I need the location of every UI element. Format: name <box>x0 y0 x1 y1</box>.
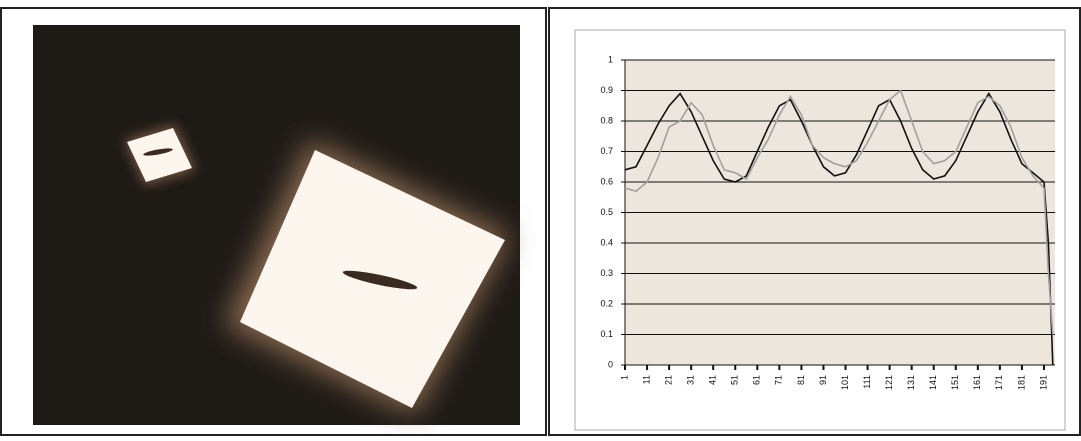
small-square <box>125 125 195 185</box>
data-line <box>624 89 1054 335</box>
y-tick-label: 0.9 <box>600 85 613 95</box>
x-tick-label: 1 <box>619 375 629 380</box>
x-tick-label: 71 <box>774 375 784 385</box>
y-tick-label: 0.2 <box>600 298 613 308</box>
x-tick-label: 131 <box>906 375 916 390</box>
y-tick-label: 0.6 <box>600 176 613 186</box>
x-tick-label: 61 <box>752 375 762 385</box>
y-tick-label: 0.8 <box>600 115 613 125</box>
x-tick-label: 11 <box>641 375 651 384</box>
x-tick-label: 81 <box>796 375 806 385</box>
large-square <box>225 140 510 415</box>
x-tick-label: 51 <box>730 375 740 385</box>
x-tick-label: 21 <box>663 375 673 385</box>
y-tick-label: 0.1 <box>600 329 613 339</box>
y-tick-label: 0.7 <box>600 146 613 156</box>
x-tick-label: 91 <box>818 375 828 385</box>
x-tick-label: 31 <box>686 375 696 385</box>
x-tick-label: 171 <box>994 375 1004 390</box>
x-tick-label: 191 <box>1038 375 1048 390</box>
x-tick-label: 181 <box>1016 375 1026 390</box>
x-tick-label: 141 <box>928 375 938 390</box>
x-tick-label: 101 <box>840 375 850 390</box>
x-tick-label: 111 <box>862 375 872 389</box>
y-tick-label: 0.3 <box>600 268 613 278</box>
y-tick-label: 0.5 <box>600 207 613 217</box>
y-tick-label: 0 <box>608 359 613 369</box>
x-tick-label: 161 <box>972 375 982 390</box>
x-tick-label: 41 <box>708 375 718 385</box>
x-tick-label: 151 <box>950 375 960 390</box>
x-tick-label: 121 <box>884 375 894 390</box>
y-tick-label: 0.4 <box>600 237 613 247</box>
y-tick-label: 1 <box>608 54 613 64</box>
